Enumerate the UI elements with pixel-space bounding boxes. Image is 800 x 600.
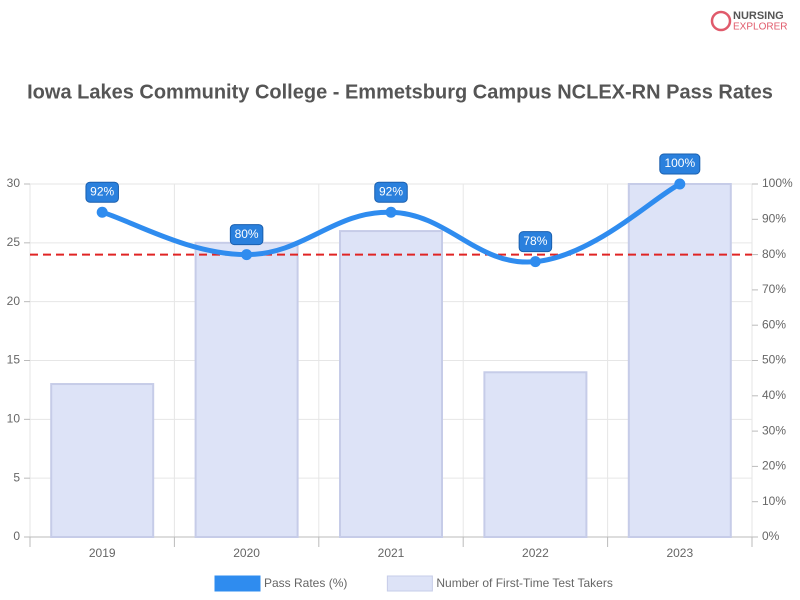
data-label: 92% xyxy=(90,184,114,198)
legend-swatch xyxy=(386,575,433,592)
x-tick-label: 2019 xyxy=(89,546,116,560)
bar xyxy=(50,383,155,538)
y-tick-label: 25 xyxy=(7,235,21,249)
y2-tick-label: 40% xyxy=(762,388,786,402)
legend-swatch xyxy=(214,575,261,592)
y2-tick-label: 10% xyxy=(762,494,786,508)
y2-tick-label: 100% xyxy=(762,176,793,190)
y-tick-label: 0 xyxy=(13,529,20,543)
y2-tick-label: 90% xyxy=(762,211,786,225)
logo-text: NURSING xyxy=(733,10,784,22)
bar xyxy=(194,241,299,538)
data-label: 92% xyxy=(379,184,403,198)
data-label-box xyxy=(659,153,701,175)
legend-label: Pass Rates (%) xyxy=(264,576,347,590)
y2-tick-label: 20% xyxy=(762,459,786,473)
logo-icon xyxy=(710,10,732,32)
bar xyxy=(627,183,732,538)
data-label: 78% xyxy=(523,234,547,248)
bar xyxy=(483,371,588,538)
y2-tick-label: 0% xyxy=(762,529,780,543)
y2-tick-label: 50% xyxy=(762,353,786,367)
x-tick-label: 2021 xyxy=(378,546,405,560)
data-label-box xyxy=(85,181,119,203)
y2-tick-label: 60% xyxy=(762,317,786,331)
data-label: 80% xyxy=(235,227,259,241)
chart-title: Iowa Lakes Community College - Emmetsbur… xyxy=(27,81,773,103)
point xyxy=(96,206,108,218)
y-tick-label: 10 xyxy=(7,412,21,426)
legend-label: Number of First-Time Test Takers xyxy=(436,576,612,590)
x-tick-label: 2022 xyxy=(522,546,549,560)
data-label-box xyxy=(518,231,553,253)
data-label-box xyxy=(229,224,264,246)
data-label: 100% xyxy=(664,156,695,170)
point xyxy=(674,178,686,190)
y-tick-label: 15 xyxy=(7,353,21,367)
bar xyxy=(339,230,443,538)
point xyxy=(385,206,397,218)
y-tick-label: 20 xyxy=(7,294,21,308)
point xyxy=(241,249,253,261)
y2-tick-label: 70% xyxy=(762,282,786,296)
y2-tick-label: 30% xyxy=(762,423,786,437)
y-tick-label: 5 xyxy=(13,470,20,484)
y-tick-label: 30 xyxy=(7,176,21,190)
logo-text: EXPLORER xyxy=(733,22,787,33)
x-tick-label: 2020 xyxy=(233,546,260,560)
x-tick-label: 2023 xyxy=(666,546,693,560)
y2-tick-label: 80% xyxy=(762,247,786,261)
data-label-box xyxy=(374,181,408,203)
point xyxy=(529,256,541,268)
